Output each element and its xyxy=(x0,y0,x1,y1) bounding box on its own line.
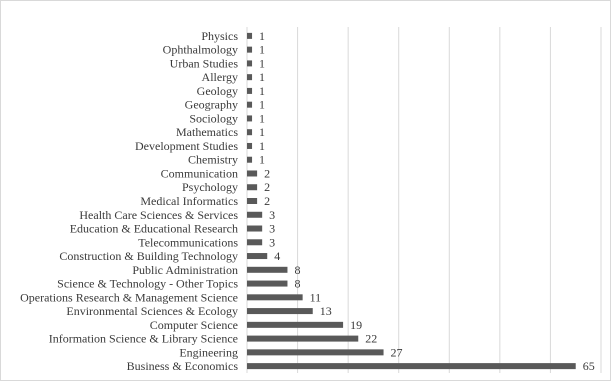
bar xyxy=(247,74,253,81)
value-label: 1 xyxy=(259,29,265,43)
bar xyxy=(247,239,263,246)
value-label: 2 xyxy=(264,180,270,194)
category-label: Ophthalmology xyxy=(163,43,238,57)
value-label: 1 xyxy=(259,111,265,125)
category-label: Physics xyxy=(201,29,238,43)
category-label: Communication xyxy=(161,166,238,180)
bar xyxy=(247,321,344,328)
bar xyxy=(247,87,253,94)
category-label: Science & Technology - Other Topics xyxy=(57,277,238,291)
bar xyxy=(247,115,253,122)
category-label: Information Science & Library Science xyxy=(49,332,238,346)
value-label: 2 xyxy=(264,194,270,208)
category-label: Construction & Building Technology xyxy=(59,249,238,263)
value-label: 1 xyxy=(259,43,265,57)
value-label: 4 xyxy=(274,249,280,263)
bar xyxy=(247,294,303,301)
bar xyxy=(247,156,253,163)
category-label: Medical Informatics xyxy=(140,194,238,208)
bar xyxy=(247,101,253,108)
value-label: 1 xyxy=(259,98,265,112)
category-label: Sociology xyxy=(189,111,238,125)
category-label: Geography xyxy=(185,98,238,112)
value-label: 1 xyxy=(259,153,265,167)
value-label: 27 xyxy=(391,345,403,359)
value-label: 13 xyxy=(320,304,332,318)
category-label: Business & Economics xyxy=(127,359,239,373)
bar xyxy=(247,142,253,149)
value-label: 3 xyxy=(269,222,275,236)
bar xyxy=(247,266,288,273)
bar xyxy=(247,253,268,260)
bar xyxy=(247,349,384,356)
bar xyxy=(247,32,253,39)
category-label: Health Care Sciences & Services xyxy=(79,208,238,222)
bar xyxy=(247,129,253,136)
value-label: 2 xyxy=(264,166,270,180)
bar xyxy=(247,198,258,204)
value-label: 11 xyxy=(310,290,322,304)
category-label: Environmental Sciences & Ecology xyxy=(66,304,238,318)
category-label: Mathematics xyxy=(176,125,238,139)
category-label: Urban Studies xyxy=(170,56,239,70)
bar xyxy=(247,60,253,67)
category-label: Engineering xyxy=(179,345,238,359)
category-label: Chemistry xyxy=(188,153,238,167)
gridlines xyxy=(297,27,602,373)
value-label: 3 xyxy=(269,208,275,222)
value-label: 3 xyxy=(269,235,275,249)
category-label: Public Administration xyxy=(132,263,238,277)
value-label: 1 xyxy=(259,125,265,139)
bar xyxy=(247,46,253,53)
category-label: Psychology xyxy=(182,180,238,194)
bar xyxy=(247,211,263,218)
value-label: 1 xyxy=(259,70,265,84)
value-label: 22 xyxy=(365,332,377,346)
category-label: Education & Educational Research xyxy=(70,222,238,236)
bars xyxy=(247,32,576,370)
value-label: 1 xyxy=(259,84,265,98)
bar xyxy=(247,335,359,342)
category-label: Development Studies xyxy=(135,139,238,153)
bar xyxy=(247,170,258,177)
category-label: Geology xyxy=(197,84,238,98)
bar xyxy=(247,363,576,370)
category-label: Telecommunications xyxy=(138,235,238,249)
category-label: Operations Research & Management Science xyxy=(20,290,238,304)
bar xyxy=(247,225,263,232)
value-label: 8 xyxy=(294,277,300,291)
value-label: 8 xyxy=(294,263,300,277)
bar xyxy=(247,184,258,191)
category-label: Computer Science xyxy=(150,318,238,332)
category-label: Allergy xyxy=(202,70,238,84)
value-label: 65 xyxy=(583,359,595,373)
bar xyxy=(247,280,288,287)
value-label: 1 xyxy=(259,139,265,153)
value-label: 1 xyxy=(259,56,265,70)
value-label: 19 xyxy=(350,318,362,332)
bar xyxy=(247,308,313,315)
